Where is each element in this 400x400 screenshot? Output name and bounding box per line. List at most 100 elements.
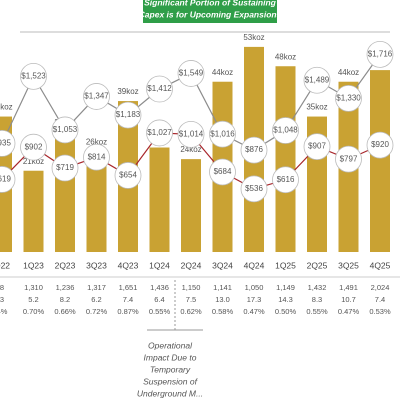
table-cell: 0.55% [149, 307, 171, 316]
line-point [83, 143, 110, 171]
point-label: $907 [308, 142, 326, 151]
point-label: $1,549 [179, 69, 204, 78]
table-cell: 14.3 [278, 295, 293, 304]
bar-label: 26koz [86, 137, 107, 146]
table-cell: 17.3 [247, 295, 262, 304]
annotation: Operational [148, 340, 193, 350]
line-point [240, 175, 268, 203]
line-point [0, 130, 16, 157]
x-tick-label: 2Q24 [181, 260, 202, 270]
table-cell: 13.0 [215, 295, 230, 304]
table-cell: 0.58% [212, 307, 234, 316]
bar-label: 48koz [275, 52, 296, 61]
table-cell: 5.2 [28, 295, 38, 304]
banner-box [143, 0, 277, 23]
point-label: $902 [25, 142, 43, 151]
point-label: $684 [214, 167, 232, 176]
point-label: $1,489 [305, 75, 330, 84]
bar [370, 70, 390, 252]
table-cell: 7.5 [186, 295, 196, 304]
line-point [146, 119, 173, 147]
table-cell: 7.4 [123, 295, 133, 304]
x-tick-label: 4Q23 [118, 260, 139, 270]
table-cell: 0.87% [117, 307, 139, 316]
line-point [51, 154, 79, 182]
table-cell: 1,150 [182, 283, 201, 292]
line-point [366, 40, 394, 68]
table-cell: 0.53% [369, 307, 391, 316]
point-label: $1,027 [147, 128, 172, 137]
bar-label: 35koz [306, 103, 327, 112]
point-label: $1,347 [84, 92, 109, 101]
table-cell: 4% [0, 307, 8, 316]
x-tick-label: 3Q24 [212, 260, 233, 270]
bar-label: 39koz [117, 87, 138, 96]
line-point [146, 75, 173, 103]
table-cell: 10.7 [341, 295, 356, 304]
point-label: $1,330 [336, 93, 361, 102]
line-point [114, 162, 142, 189]
point-label: $1,014 [179, 130, 204, 139]
point-label: $616 [277, 175, 295, 184]
x-tick-label: 1Q24 [149, 260, 170, 270]
point-label: $935 [0, 139, 11, 148]
table-cell: 6.4 [154, 295, 164, 304]
annotation: Suspension of [143, 376, 199, 386]
table-cell: 8.2 [60, 295, 70, 304]
line-point [303, 133, 331, 161]
table-cell: 0.47% [338, 307, 360, 316]
line-point [0, 166, 16, 193]
bar-label: 24koz [180, 145, 201, 154]
line-point [209, 120, 236, 148]
table-cell: 0.50% [275, 307, 297, 316]
line-point [114, 101, 142, 129]
bar [149, 147, 170, 252]
bar [23, 170, 44, 252]
point-label: $1,183 [116, 110, 141, 119]
table-cell: 0.72% [86, 307, 108, 316]
table-cell: 1,432 [308, 283, 327, 292]
point-label: $619 [0, 175, 11, 184]
point-label: $654 [119, 171, 137, 180]
line-point [209, 158, 236, 186]
bar-label: 44koz [212, 68, 233, 77]
point-label: $1,048 [273, 126, 298, 135]
table-cell: 7.4 [375, 295, 385, 304]
table-cell: 6.2 [91, 295, 101, 304]
bar [55, 132, 75, 252]
line-point [272, 166, 299, 194]
x-tick-label: Q22 [0, 260, 10, 270]
bar-label: 53koz [243, 33, 264, 42]
banner-text: Significant Portion of Sustaining [144, 0, 277, 7]
annotation: Underground M... [137, 388, 203, 398]
table-cell: 8 [0, 283, 4, 292]
bar-label: 35koz [0, 103, 13, 112]
bar-label: 21koz [23, 157, 44, 166]
table-cell: 1,236 [56, 283, 75, 292]
table-cell: 1,141 [213, 283, 232, 292]
line-point [20, 133, 47, 161]
x-tick-label: 3Q23 [86, 260, 107, 270]
x-tick-label: 4Q25 [370, 260, 391, 270]
table-cell: 0.55% [306, 307, 328, 316]
x-tick-label: 2Q23 [55, 260, 76, 270]
point-label: $797 [340, 154, 358, 163]
line-point [240, 136, 268, 164]
annotation: Temporary [150, 364, 191, 374]
point-label: $1,523 [21, 71, 46, 80]
line-point [51, 116, 79, 144]
bar [181, 159, 201, 252]
table-cell: 8.3 [312, 295, 322, 304]
bar [275, 66, 296, 253]
point-label: $1,412 [147, 84, 172, 93]
x-tick-label: 4Q24 [244, 260, 265, 270]
x-tick-label: 1Q25 [275, 260, 296, 270]
table-cell: 1,310 [24, 283, 43, 292]
bar-label: 44koz [338, 68, 359, 77]
table-cell: 1,491 [339, 283, 358, 292]
point-label: $814 [88, 152, 106, 161]
table-cell: 1,317 [87, 283, 106, 292]
point-label: $1,716 [368, 49, 393, 58]
x-tick-label: 1Q23 [23, 260, 44, 270]
